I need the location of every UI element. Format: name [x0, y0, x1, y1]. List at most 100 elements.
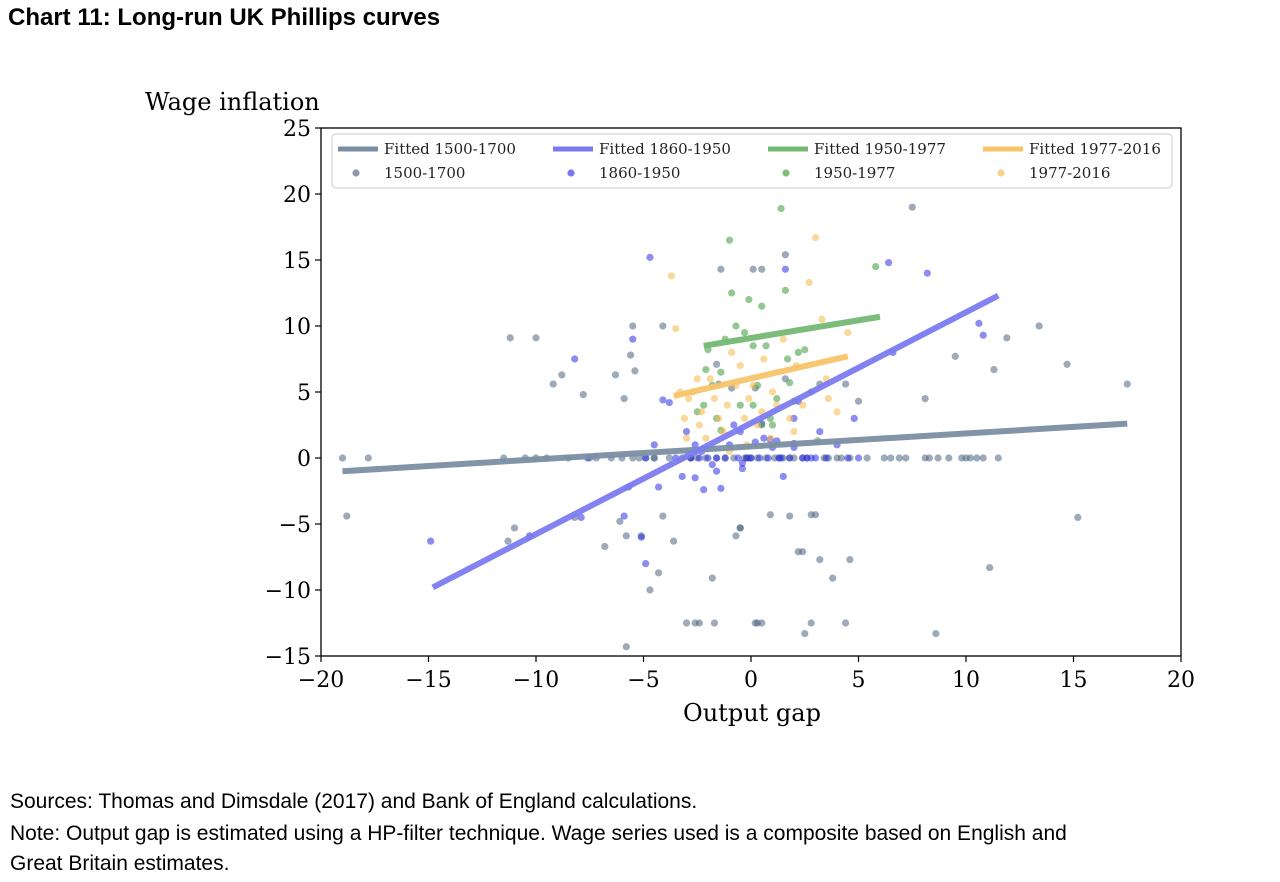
- fitted-line-2: [431, 292, 1000, 591]
- point-1500-1700-105: [842, 380, 850, 388]
- y-tick-label-2: −5: [279, 513, 311, 538]
- point-1860-1950-46: [811, 454, 820, 462]
- legend-label-series-3: 1950-1977: [814, 164, 895, 182]
- fitted-line-4: [672, 353, 849, 399]
- point-1860-1950-57: [979, 331, 987, 339]
- point-1500-1700-81: [902, 454, 910, 462]
- point-1977-2016-38: [790, 428, 798, 436]
- point-1500-1700-114: [659, 322, 667, 330]
- point-1860-1950-27: [730, 421, 738, 429]
- point-1500-1700-82: [908, 203, 916, 211]
- point-1977-2016-29: [811, 233, 820, 242]
- x-tick-label-3: −5: [627, 668, 659, 693]
- point-1977-2016-32: [833, 408, 841, 416]
- point-1860-1950-58: [620, 512, 628, 520]
- point-1860-1950-65: [713, 467, 721, 475]
- point-1500-1700-95: [1003, 334, 1011, 342]
- point-1860-1950-47: [816, 428, 824, 436]
- point-1977-2016-34: [682, 434, 691, 442]
- x-tick-label-6: 10: [952, 668, 980, 693]
- point-1950-1977-18: [773, 395, 781, 403]
- point-1860-1950-55: [923, 269, 931, 277]
- point-1860-1950-21: [704, 454, 712, 462]
- point-1500-1700-24: [627, 351, 635, 359]
- point-1500-1700-5: [506, 334, 514, 342]
- point-1977-2016-17: [740, 414, 749, 422]
- point-1500-1700-106: [713, 360, 721, 368]
- point-1860-1950-28: [734, 454, 742, 462]
- point-1950-1977-29: [758, 302, 766, 310]
- chart-title: Chart 11: Long-run UK Phillips curves: [8, 4, 441, 31]
- point-1500-1700-110: [801, 629, 809, 638]
- point-1500-1700-117: [921, 395, 929, 403]
- point-1950-1977-31: [702, 365, 710, 374]
- point-1950-1977-19: [777, 204, 785, 213]
- point-1860-1950-59: [642, 454, 650, 462]
- point-1500-1700-8: [532, 334, 540, 342]
- point-1500-1700-2: [364, 454, 372, 462]
- fitted-line-3: [703, 313, 881, 349]
- point-1860-1950-20: [700, 486, 708, 494]
- point-1977-2016-25: [786, 414, 794, 422]
- point-1500-1700-97: [1063, 360, 1071, 368]
- point-1500-1700-85: [934, 454, 942, 462]
- point-1977-2016-16: [736, 362, 744, 370]
- point-1950-1977-23: [794, 348, 802, 356]
- point-1500-1700-84: [925, 454, 934, 462]
- point-1950-1977-10: [736, 401, 744, 409]
- point-1977-2016-10: [710, 395, 719, 403]
- point-1977-2016-6: [693, 375, 701, 383]
- point-1950-1977-9: [732, 322, 740, 330]
- x-tick-label-2: −10: [513, 668, 559, 693]
- point-1500-1700-11: [549, 380, 557, 388]
- point-1500-1700-94: [994, 454, 1002, 462]
- point-1500-1700-87: [951, 352, 959, 360]
- point-1860-1950-2: [571, 355, 579, 363]
- point-1950-1977-11: [740, 329, 749, 337]
- point-1860-1950-15: [678, 472, 686, 481]
- legend-label-series-4: 1977-2016: [1029, 164, 1110, 182]
- point-1977-2016-28: [805, 278, 813, 287]
- point-1950-1977-21: [786, 379, 794, 387]
- point-1500-1700-121: [736, 524, 744, 532]
- legend-label-series-1: 1500-1700: [384, 164, 465, 182]
- point-1500-1700-76: [854, 397, 863, 405]
- point-1500-1700-80: [895, 454, 903, 462]
- point-1950-1977-30: [783, 355, 792, 363]
- point-1500-1700-98: [1074, 513, 1082, 522]
- legend-marker-2: [567, 169, 575, 177]
- point-1500-1700-101: [807, 619, 815, 627]
- point-1500-1700-118: [932, 629, 940, 638]
- point-1950-1977-1: [700, 401, 708, 409]
- point-1500-1700-96: [1035, 322, 1043, 330]
- point-1860-1950-10: [650, 441, 658, 449]
- legend-label-fitted-2: Fitted 1860-1950: [599, 140, 731, 158]
- legend-box: [331, 133, 1173, 189]
- legend-marker-1: [352, 169, 360, 177]
- legend: Fitted 1500-1700 Fitted 1860-1950 Fitted 1…: [331, 133, 1173, 189]
- legend-label-series-2: 1860-1950: [599, 164, 680, 182]
- point-1977-2016-3: [680, 414, 688, 422]
- legend-label-fitted-3: Fitted 1950-1977: [814, 140, 946, 158]
- point-1500-1700-93: [986, 563, 994, 572]
- x-tick-label-5: 5: [852, 668, 866, 693]
- point-1860-1950-53: [885, 259, 893, 267]
- point-1860-1950-35: [764, 454, 772, 462]
- point-1500-1700-0: [338, 454, 347, 462]
- point-1500-1700-75: [846, 556, 854, 564]
- point-1500-1700-56: [766, 511, 774, 519]
- point-1950-1977-24: [801, 346, 809, 354]
- point-1860-1950-22: [708, 461, 716, 469]
- y-tick-label-4: 5: [297, 381, 311, 406]
- point-1977-2016-30: [818, 315, 826, 323]
- point-1500-1700-123: [650, 454, 658, 462]
- point-1500-1700-35: [665, 454, 673, 462]
- point-1860-1950-50: [844, 454, 852, 462]
- point-1500-1700-33: [654, 569, 663, 577]
- point-1500-1700-60: [781, 251, 790, 259]
- fitted-lines: [342, 292, 1128, 591]
- point-1500-1700-42: [708, 574, 716, 582]
- x-tick-label-1: −15: [405, 668, 451, 693]
- point-1500-1700-99: [1123, 380, 1131, 388]
